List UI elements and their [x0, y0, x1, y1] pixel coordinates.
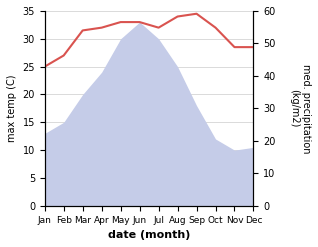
Y-axis label: med. precipitation
(kg/m2): med. precipitation (kg/m2): [289, 64, 311, 153]
Y-axis label: max temp (C): max temp (C): [7, 75, 17, 142]
X-axis label: date (month): date (month): [108, 230, 190, 240]
